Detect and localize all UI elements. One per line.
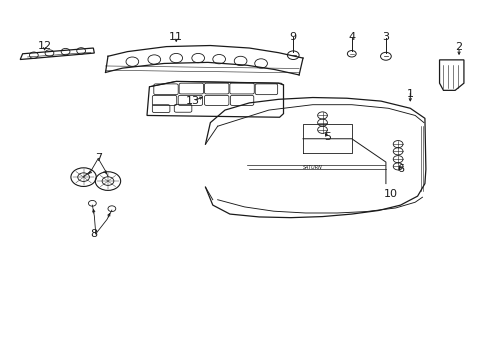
Text: 5: 5 — [323, 132, 330, 142]
Text: 4: 4 — [347, 32, 355, 41]
Text: 3: 3 — [382, 32, 388, 41]
Text: 6: 6 — [396, 164, 403, 174]
Text: 9: 9 — [289, 32, 296, 41]
Text: 8: 8 — [90, 229, 97, 239]
Text: 11: 11 — [169, 32, 183, 41]
Text: 12: 12 — [38, 41, 52, 50]
Text: 1: 1 — [406, 89, 413, 99]
Text: 10: 10 — [383, 189, 397, 199]
Text: 7: 7 — [95, 153, 102, 163]
Text: 13: 13 — [186, 96, 200, 106]
Text: SATURN: SATURN — [302, 165, 322, 170]
Text: 2: 2 — [454, 42, 462, 52]
